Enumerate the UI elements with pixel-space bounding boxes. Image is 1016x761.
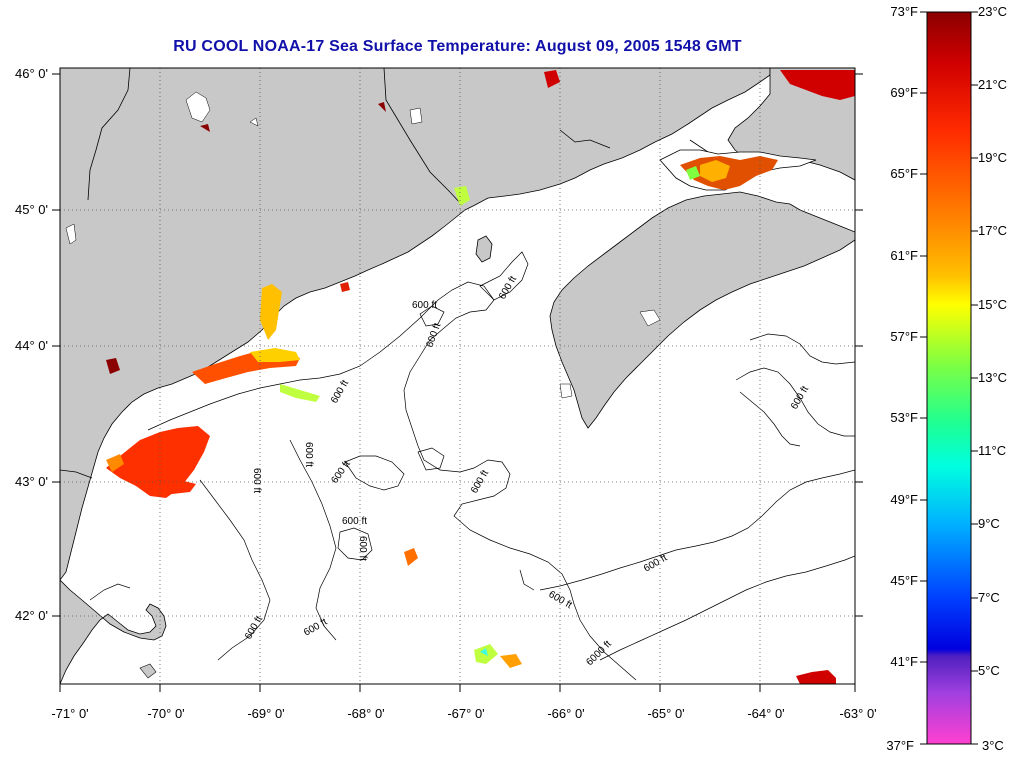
contour-label: 600 ft [303, 442, 314, 467]
lon-label: -71° 0' [51, 706, 88, 721]
land-mainland [60, 68, 771, 581]
colorbar-celsius-labels: 23°C 21°C 19°C 17°C 15°C 13°C 11°C 9°C 7… [978, 4, 1007, 753]
lon-label: -67° 0' [447, 706, 484, 721]
colorbar-c-label: 17°C [978, 223, 1007, 238]
colorbar-f-label: 45°F [890, 573, 918, 588]
lon-label: -70° 0' [147, 706, 184, 721]
colorbar-c-label: 13°C [978, 370, 1007, 385]
colorbar-f-label: 73°F [890, 4, 918, 19]
colorbar-f-label: 61°F [890, 248, 918, 263]
colorbar-c-label: 5°C [978, 663, 1000, 678]
lon-label: -69° 0' [247, 706, 284, 721]
colorbar [926, 11, 972, 745]
colorbar-f-label: 57°F [890, 329, 918, 344]
sst-overlay [106, 70, 855, 684]
political-borders [87, 68, 721, 206]
colorbar-c-label: 3°C [982, 738, 1004, 753]
lon-label: -65° 0' [647, 706, 684, 721]
lat-labels: 46° 0' 45° 0' 44° 0' 43° 0' 42° 0' [15, 66, 48, 623]
lat-label: 43° 0' [15, 474, 48, 489]
colorbar-c-label: 23°C [978, 4, 1007, 19]
colorbar-f-label: 65°F [890, 166, 918, 181]
contour-label: 600 ft [412, 300, 437, 311]
lat-label: 42° 0' [15, 608, 48, 623]
lon-label: -66° 0' [547, 706, 584, 721]
colorbar-f-label: 41°F [890, 654, 918, 669]
land-cape-cod [60, 579, 167, 684]
colorbar-c-label: 19°C [978, 150, 1007, 165]
axis-ticks [52, 73, 863, 692]
colorbar-c-label: 9°C [978, 516, 1000, 531]
colorbar-ticks [920, 11, 978, 745]
lat-label: 46° 0' [15, 66, 48, 81]
lon-label: -68° 0' [347, 706, 384, 721]
colorbar-f-label: 49°F [890, 492, 918, 507]
colorbar-c-label: 7°C [978, 590, 1000, 605]
colorbar-c-label: 15°C [978, 297, 1007, 312]
grid-lines [60, 68, 855, 684]
colorbar-f-label: 53°F [890, 410, 918, 425]
contour-label: 600 ft [342, 516, 367, 527]
land-islet [139, 663, 157, 679]
land-grand-manan [475, 235, 493, 263]
colorbar-c-label: 11°C [978, 443, 1006, 458]
colorbar-f-label: 37°F [886, 738, 914, 753]
colorbar-fahrenheit-labels: 73°F 69°F 65°F 61°F 57°F 53°F 49°F 45°F … [886, 4, 918, 753]
inland-lakes [65, 91, 661, 399]
lat-label: 44° 0' [15, 338, 48, 353]
lat-label: 45° 0' [15, 202, 48, 217]
map-title: RU COOL NOAA-17 Sea Surface Temperature:… [173, 38, 742, 55]
map-frame [59, 67, 856, 685]
colorbar-f-label: 69°F [890, 85, 918, 100]
lon-labels: -71° 0' -70° 0' -69° 0' -68° 0' -67° 0' … [51, 706, 876, 721]
contour-label: 600 ft [357, 536, 368, 561]
contour-label: 600 ft [251, 468, 262, 493]
lon-label: -63° 0' [839, 706, 876, 721]
depth-contours [60, 251, 855, 681]
lon-label: -64° 0' [747, 706, 784, 721]
colorbar-c-label: 21°C [978, 77, 1007, 92]
